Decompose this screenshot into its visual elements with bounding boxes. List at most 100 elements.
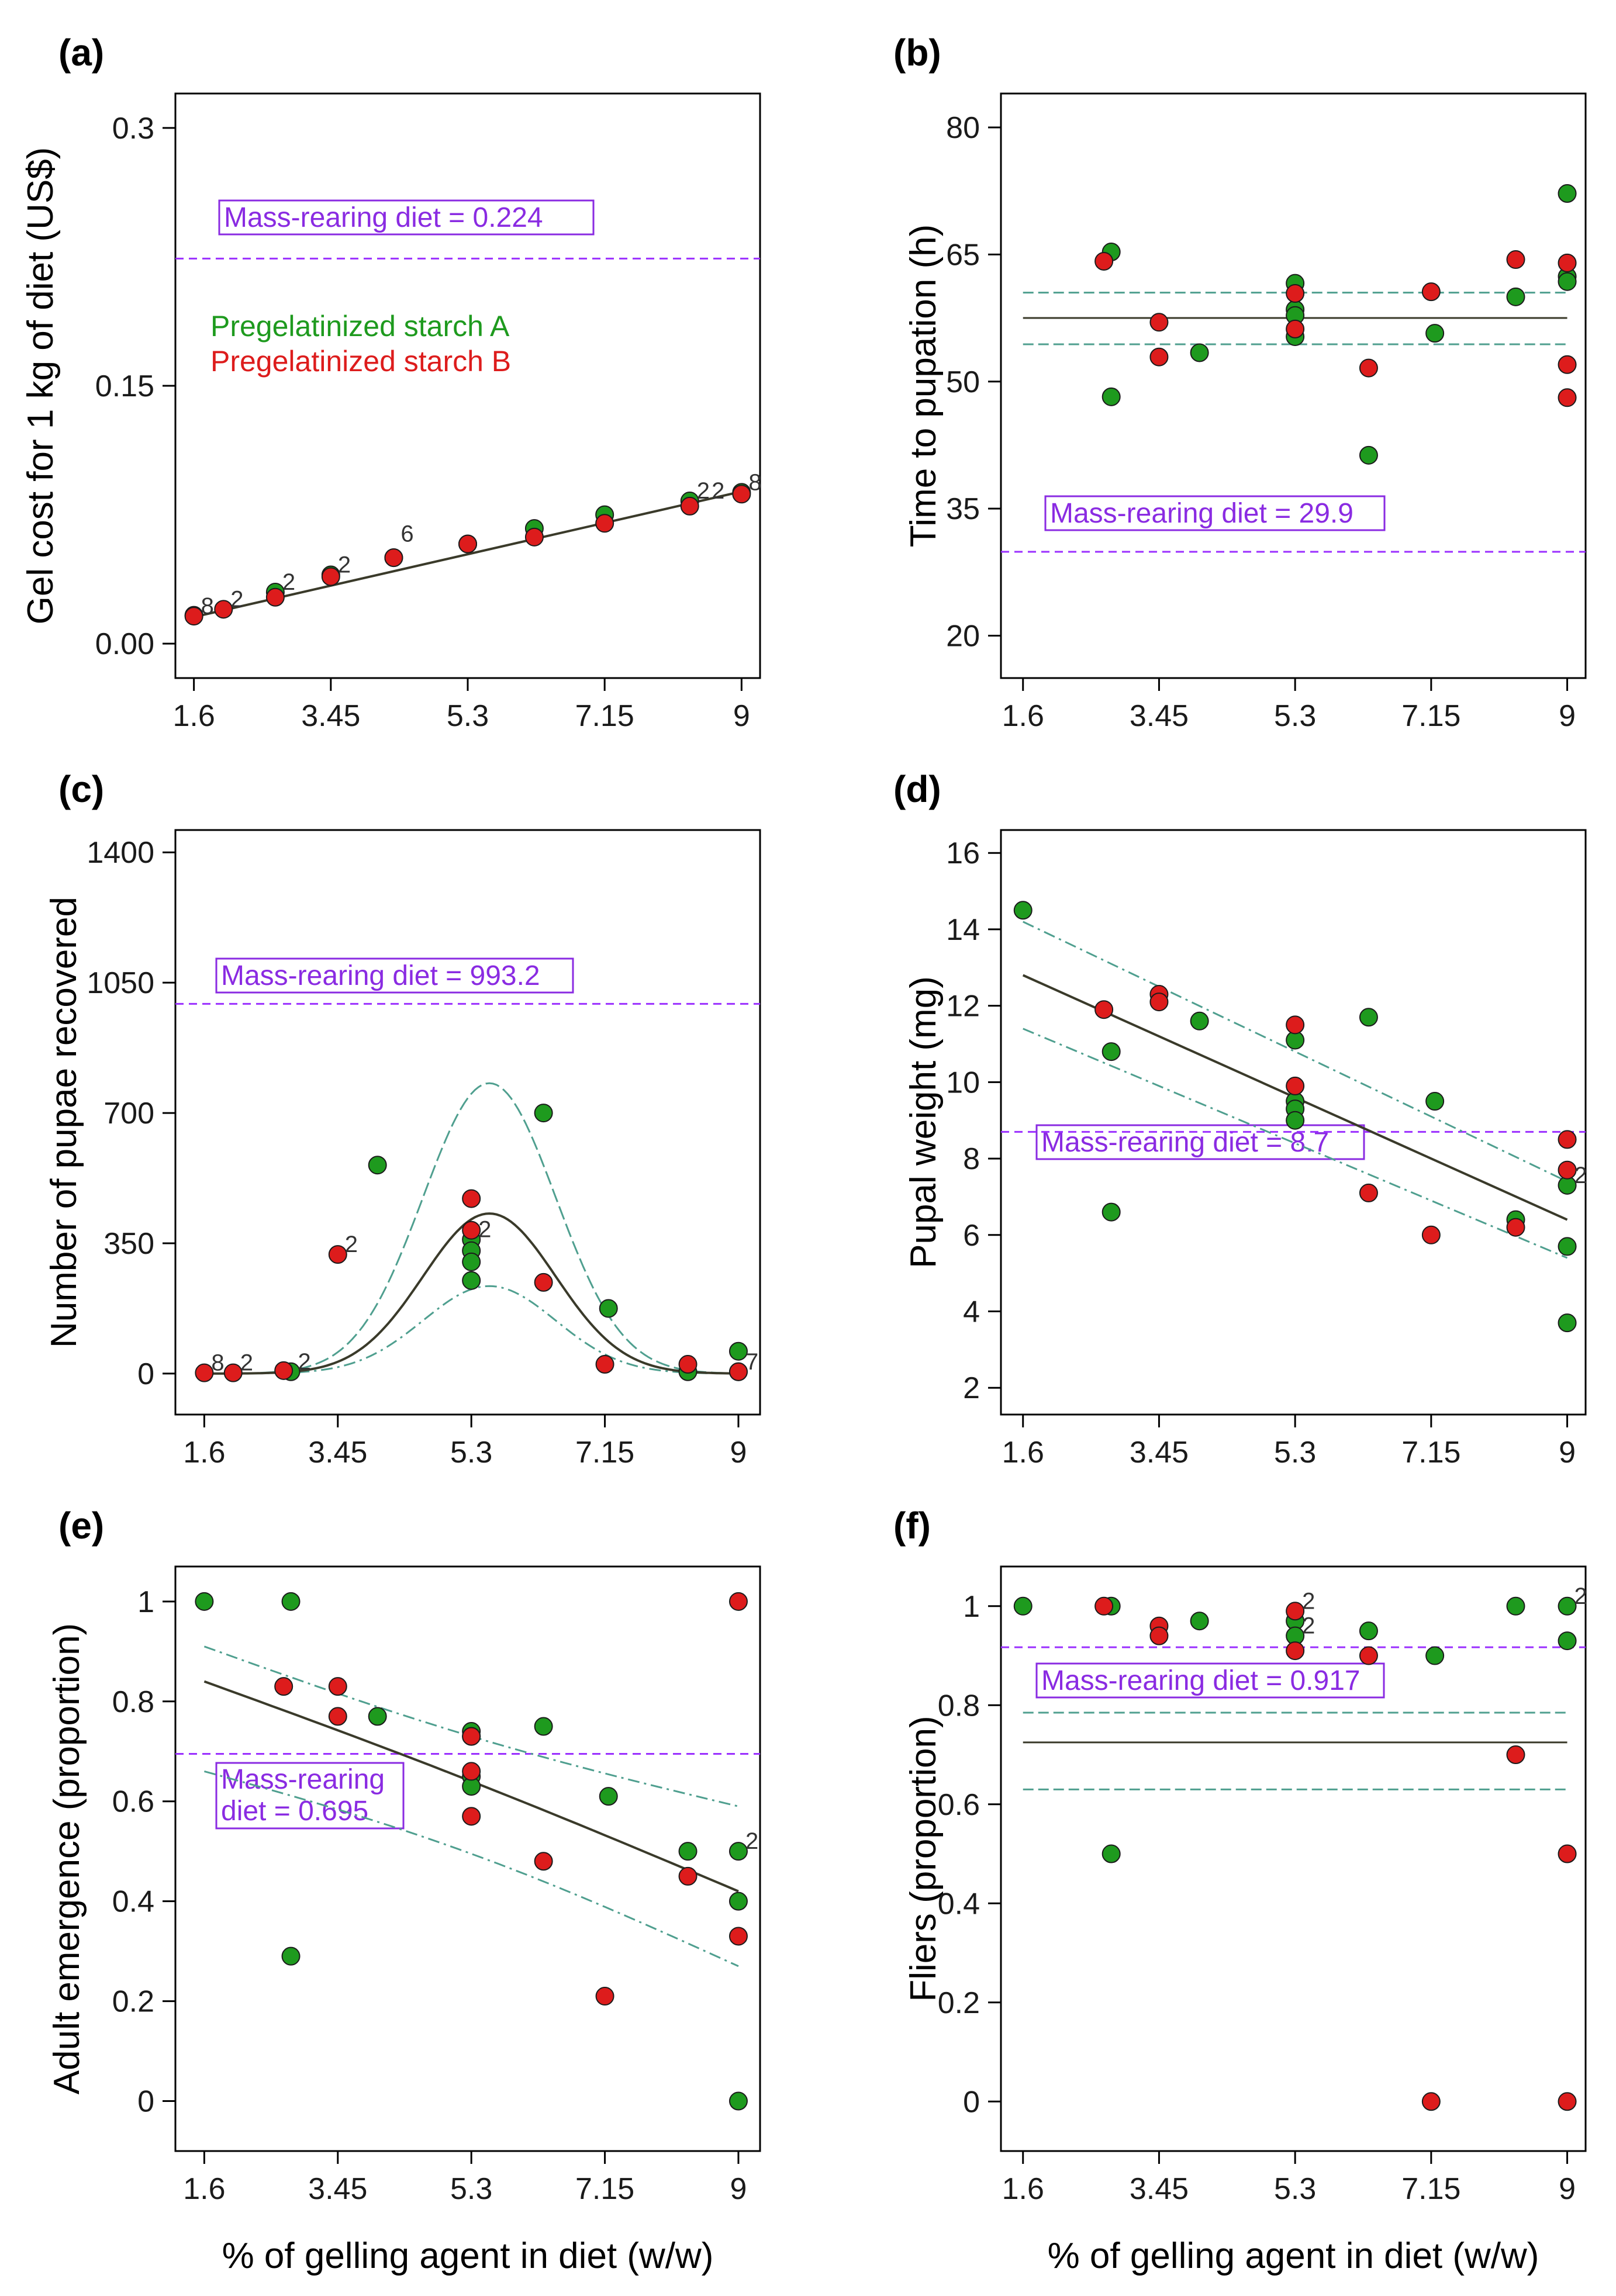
panel-a-count-label: 2 — [712, 478, 724, 504]
panel-a-point-starch-b — [384, 548, 403, 568]
panel-d-ytick-label: 8 — [963, 1142, 980, 1176]
panel-c-ytick-label: 1400 — [87, 836, 154, 870]
panel-d-ytick-label: 10 — [946, 1066, 980, 1099]
panel-e-plot: 1.6 3.45 5.3 7.15 9 0 0.2 0.4 0.6 0.8 1 2 — [112, 1585, 760, 2206]
panel-a-count-label: 2 — [282, 569, 295, 595]
panel-a-xtick-label: 3.45 — [301, 699, 360, 733]
panel-e-point-starch-a — [728, 2091, 748, 2111]
panel-c-point-starch-b — [728, 1362, 748, 1381]
panel-d-xtick-label: 7.15 — [1401, 1436, 1460, 1469]
panel-e-point-starch-b — [678, 1866, 697, 1886]
panel-b-frame — [1000, 92, 1587, 679]
panel-b-xtick-label: 5.3 — [1274, 699, 1316, 733]
panel-d-point-starch-a — [1359, 1008, 1378, 1027]
panel-e-point-starch-b — [534, 1852, 553, 1871]
panel-f-frame — [1000, 1565, 1587, 2152]
panel-e-point-starch-b — [462, 1807, 481, 1826]
panel-c-xtick-label: 1.6 — [183, 1436, 225, 1469]
panel-b-ylabel: Time to pupation (h) — [903, 224, 944, 548]
panel-f-point-starch-a — [1506, 1596, 1525, 1616]
panel-a-point-starch-b — [184, 607, 203, 626]
panel-b-xtick-label: 7.15 — [1401, 699, 1460, 733]
panel-d-xtick-label: 1.6 — [1002, 1436, 1044, 1469]
panel-d-ytick-label: 14 — [946, 913, 980, 947]
panel-f-ytick-label: 0 — [963, 2085, 980, 2119]
panel-a-ref-box — [218, 199, 595, 236]
panel-f-ref-label: Mass-rearing diet = 0.917 — [1041, 1665, 1361, 1696]
panel-d-point-starch-b — [1421, 1225, 1441, 1244]
panel-b-point-starch-b — [1286, 284, 1305, 303]
panel-e-point-starch-a — [599, 1787, 618, 1806]
panel-b-ytick-label: 35 — [946, 492, 980, 526]
panel-f-point-starch-a — [1558, 1631, 1577, 1651]
panel-b-point-starch-b — [1149, 347, 1169, 366]
panel-b-point-starch-b — [1359, 358, 1378, 378]
panel-d-ytick-label: 6 — [963, 1219, 980, 1253]
panel-b-point-starch-b — [1149, 313, 1169, 332]
panel-d-point-starch-a — [1101, 1202, 1121, 1222]
panel-d-ci-lower — [1023, 1028, 1568, 1259]
panel-e-ref-label-1: Mass-rearing — [221, 1764, 385, 1795]
panel-f-ref-box — [1035, 1662, 1385, 1699]
panel-a-xtick-label: 9 — [733, 699, 750, 733]
panel-d-ytick-label: 12 — [946, 990, 980, 1023]
panel-e-xtick-label: 3.45 — [308, 2172, 367, 2206]
panel-c-point-starch-b — [534, 1273, 553, 1292]
panel-e-ytick-label: 0 — [137, 2085, 154, 2119]
panel-f-point-starch-b — [1094, 1596, 1114, 1616]
panel-c-ci-lower — [204, 1285, 738, 1375]
panel-e-point-starch-b — [328, 1707, 347, 1726]
panel-e-count-label: 2 — [745, 1828, 758, 1854]
panel-c-point-starch-b — [462, 1220, 481, 1240]
panel-c-count-label: 2 — [298, 1349, 311, 1375]
panel-b-point-starch-a — [1425, 324, 1445, 343]
panel-f-point-starch-b — [1421, 2092, 1441, 2111]
panel-c-count-label: 2 — [345, 1232, 358, 1257]
panel-d-xtick-label: 3.45 — [1130, 1436, 1189, 1469]
panel-c-point-starch-a — [368, 1156, 387, 1175]
panel-c-ytick-label: 350 — [103, 1227, 154, 1261]
panel-a-count-label: 2 — [338, 552, 351, 578]
panel-d-point-starch-a — [1558, 1313, 1577, 1333]
panel-e-ytick-label: 1 — [137, 1585, 154, 1619]
panel-e-ytick-label: 0.4 — [112, 1885, 154, 1919]
panel-c-ref-label: Mass-rearing diet = 993.2 — [221, 960, 540, 991]
legend-starch-a: Pregelatinized starch A — [210, 310, 510, 343]
panel-f-count-label: 2 — [1574, 1583, 1587, 1609]
panel-b-xtick-label: 1.6 — [1002, 699, 1044, 733]
panel-e-point-starch-a — [368, 1707, 387, 1726]
panel-b-ref-label: Mass-rearing diet = 29.9 — [1050, 498, 1353, 529]
panel-b-point-starch-b — [1094, 251, 1114, 271]
panel-d-point-starch-a — [1190, 1011, 1209, 1031]
panel-b-ytick-label: 80 — [946, 111, 980, 145]
panel-e-point-starch-a — [728, 1842, 748, 1861]
panel-b-ytick-label: 20 — [946, 620, 980, 653]
panel-e-frame — [174, 1565, 761, 2152]
panel-d-ylabel: Pupal weight (mg) — [903, 976, 944, 1268]
panel-c-point-starch-a — [599, 1299, 618, 1318]
panel-b-point-starch-a — [1558, 184, 1577, 203]
panel-b-point-starch-a — [1558, 272, 1577, 291]
panel-b-point-starch-b — [1506, 250, 1525, 269]
panel-f-ytick-label: 0.4 — [938, 1887, 980, 1921]
panel-f-xtick-label: 5.3 — [1274, 2172, 1316, 2206]
panel-f-point-starch-b — [1558, 2092, 1577, 2111]
panel-f-xtick-label: 3.45 — [1130, 2172, 1189, 2206]
panel-d-ytick-label: 4 — [963, 1295, 980, 1329]
panel-e-xtick-label: 1.6 — [183, 2172, 225, 2206]
panel-e-point-starch-b — [728, 1927, 748, 1946]
panel-a-xtick-label: 5.3 — [447, 699, 489, 733]
panel-f-xtick-label: 7.15 — [1401, 2172, 1460, 2206]
panel-d-point-starch-b — [1359, 1183, 1378, 1202]
panel-f-point-starch-b — [1149, 1626, 1169, 1645]
panel-b-point-starch-a — [1190, 343, 1209, 362]
panel-d-ci-upper — [1023, 921, 1568, 1182]
panel-d-point-starch-b — [1286, 1015, 1305, 1035]
panel-d-xtick-label: 9 — [1559, 1436, 1576, 1469]
panel-b-ref-box — [1044, 495, 1386, 531]
panel-b-point-starch-b — [1558, 355, 1577, 374]
panel-a-point-starch-b — [321, 567, 340, 586]
